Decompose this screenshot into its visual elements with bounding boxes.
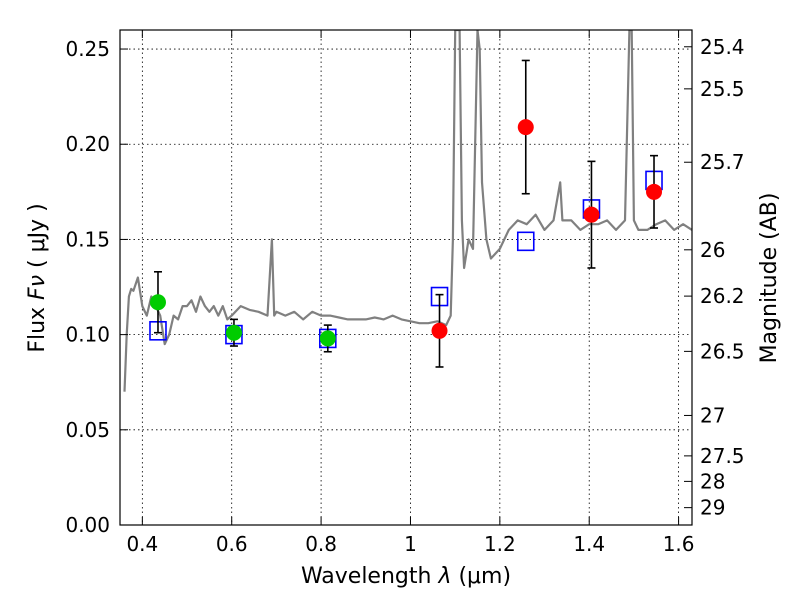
y-tick-label: 0.20 [65, 132, 110, 156]
photometry-point [319, 330, 336, 347]
y2-tick-label: 27.5 [700, 444, 745, 468]
x-axis-label: Wavelength λ (μm) [301, 564, 511, 589]
y2-tick-label: 25.5 [700, 77, 745, 101]
y2-tick-label: 26 [700, 238, 725, 262]
y-tick-label: 0.05 [65, 418, 110, 442]
y2-tick-label: 26.5 [700, 339, 745, 363]
y-tick-label: 0.25 [65, 37, 110, 61]
y-axis-label: Flux Fν ( μJy ) [25, 203, 50, 352]
data-layer [123, 30, 692, 392]
y2-tick-label: 27 [700, 403, 725, 427]
x-tick-label: 1.4 [573, 532, 605, 556]
photometry-point [149, 294, 166, 311]
photometry-point [646, 183, 663, 200]
x-tick-label: 0.4 [126, 532, 158, 556]
plot-frame [119, 29, 693, 526]
x-tick-label: 1 [404, 532, 417, 556]
grid-lines [120, 30, 692, 526]
x-tick-label: 1.2 [484, 532, 516, 556]
y2-tick-label: 29 [700, 496, 725, 520]
y2-tick-label: 25.4 [700, 35, 745, 59]
y2-tick-label: 28 [700, 469, 725, 493]
x-tick-label: 0.6 [216, 532, 248, 556]
error-bars [149, 59, 663, 368]
spectrum-line [123, 30, 692, 392]
photometry-point [431, 322, 448, 339]
y-tick-label: 0.15 [65, 227, 110, 251]
model-square-marker [516, 231, 535, 252]
x-tick-label: 0.8 [305, 532, 337, 556]
x-tick-label: 1.6 [663, 532, 695, 556]
y-tick-label: 0.10 [65, 323, 110, 347]
y2-axis-label: Magnitude (AB) [757, 193, 782, 364]
y2-tick-label: 26.2 [700, 284, 745, 308]
photometry-point [517, 119, 534, 136]
y-tick-label: 0.00 [65, 513, 110, 537]
photometry-point [225, 324, 242, 341]
photometry-point [583, 206, 600, 223]
y2-tick-label: 25.7 [700, 150, 745, 174]
axis-ticks: 0.4 0.6 0.8 1 1.2 1.4 1.6 0.00 0.05 0.10 0.15 0.20 0… [65, 30, 745, 556]
